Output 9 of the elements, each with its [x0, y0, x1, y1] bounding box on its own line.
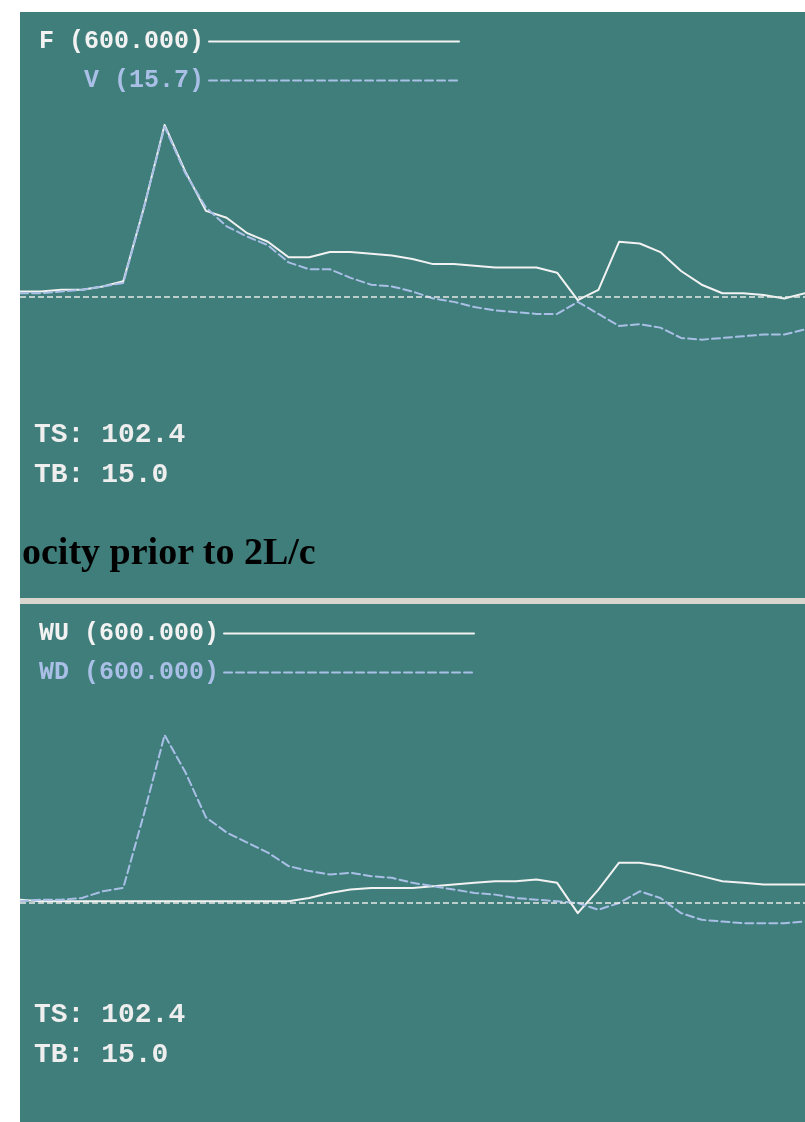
text: TS: 102.4 — [34, 418, 186, 450]
text: WU (600.000) — [39, 619, 220, 648]
text: ocity prior to 2L/c — [22, 530, 316, 572]
text: WD (600.000) — [39, 658, 220, 687]
text: F (600.000) — [39, 27, 205, 56]
text: TB: 15.0 — [34, 1038, 169, 1070]
text: TS: 102.4 — [34, 998, 186, 1030]
text: V (15.7) — [84, 66, 205, 95]
text: TB: 15.0 — [34, 458, 169, 490]
